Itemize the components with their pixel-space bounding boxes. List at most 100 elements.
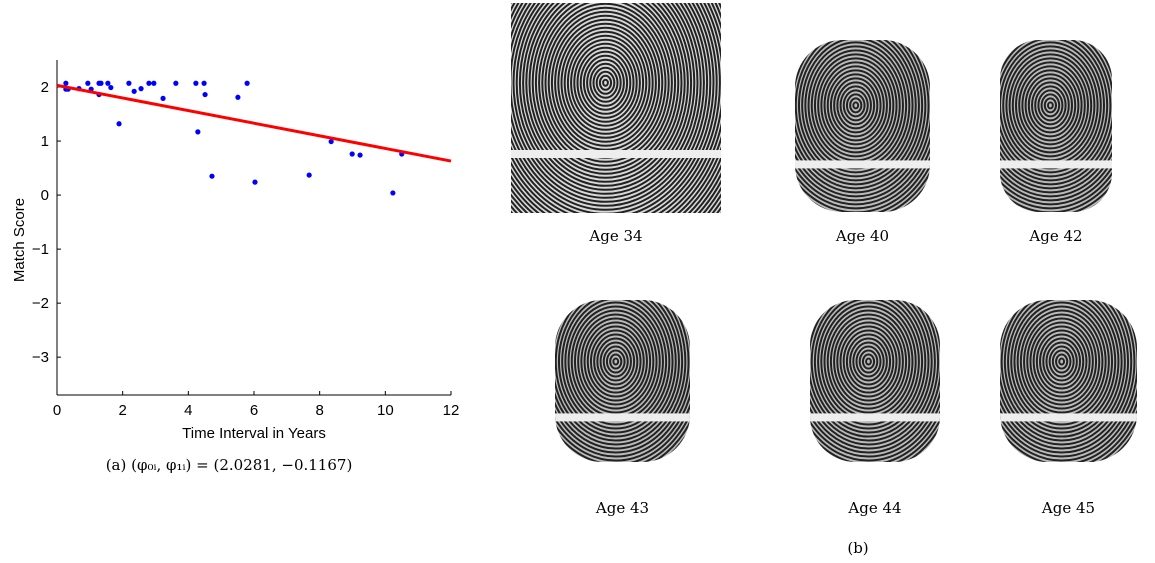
ridge	[820, 61, 892, 150]
ridge	[1011, 57, 1090, 154]
ridge	[531, 3, 680, 175]
ridge	[602, 345, 629, 378]
ridge	[817, 300, 920, 426]
point	[209, 173, 215, 179]
ridge	[1047, 101, 1054, 110]
ridge	[599, 341, 632, 382]
point	[390, 190, 396, 196]
ridge	[566, 34, 645, 131]
point	[328, 138, 334, 145]
crease	[795, 160, 930, 169]
ridge	[1000, 40, 1106, 174]
ridge	[577, 313, 655, 410]
ridge	[1058, 357, 1066, 366]
ridge	[845, 93, 866, 118]
ridge	[576, 46, 635, 119]
ridge	[522, 3, 689, 187]
ridge	[511, 3, 709, 211]
ridge	[1051, 349, 1072, 374]
ridge	[795, 40, 930, 206]
fingerprint	[810, 300, 940, 462]
crease	[511, 150, 721, 158]
ridge	[1000, 300, 1130, 446]
ridge	[586, 58, 625, 107]
ridge	[1035, 329, 1088, 394]
caption-b: (b)	[847, 539, 868, 557]
ridge	[555, 300, 684, 446]
x-tick-label: 6	[250, 402, 258, 419]
ridge	[1000, 300, 1126, 442]
point	[131, 88, 137, 94]
ridge	[512, 3, 699, 199]
ridge	[833, 317, 904, 406]
ridge	[810, 300, 940, 462]
ridge	[1039, 333, 1085, 390]
ridge	[842, 329, 895, 394]
ridge	[515, 3, 696, 195]
ridge	[1008, 53, 1093, 158]
ridge	[1000, 300, 1136, 454]
ridge	[810, 300, 936, 446]
point	[63, 80, 69, 86]
ridge	[795, 40, 927, 194]
ridge	[852, 101, 860, 110]
ridge	[1003, 300, 1120, 434]
ridge	[555, 300, 690, 462]
ridge	[810, 300, 927, 434]
y-tick-label: 1	[41, 133, 49, 150]
ridge	[518, 3, 693, 191]
x-axis-label: Time Interval in Years	[182, 425, 326, 442]
ridge	[801, 40, 911, 174]
ridge	[1000, 40, 1112, 198]
fingerprint	[1000, 40, 1112, 212]
y-tick-label: 2	[41, 79, 49, 96]
age-label: Age 34	[588, 227, 642, 245]
ridge	[605, 349, 626, 374]
ridge	[858, 349, 879, 374]
ridge	[826, 309, 911, 414]
point	[193, 80, 199, 86]
ridge	[826, 69, 885, 142]
point	[138, 86, 144, 92]
ridge	[1032, 325, 1091, 398]
ridge	[1024, 73, 1077, 138]
age-label: Age 43	[595, 499, 649, 517]
ridge	[1007, 300, 1117, 430]
ridge	[1000, 40, 1112, 190]
fingerprint	[555, 300, 690, 462]
ridge	[1000, 300, 1123, 438]
ridge	[1034, 85, 1067, 126]
ridge	[595, 70, 616, 95]
y-tick-label: −3	[32, 349, 49, 366]
ridge	[511, 3, 705, 207]
point	[98, 80, 104, 86]
ridge	[829, 313, 908, 410]
ridge	[1000, 300, 1133, 450]
ridge	[511, 3, 721, 213]
ridge	[561, 300, 671, 430]
ridge	[593, 333, 639, 390]
ridge	[1019, 309, 1104, 414]
point	[85, 80, 91, 86]
point	[244, 80, 250, 86]
ridge	[1000, 40, 1112, 186]
ridge	[1005, 49, 1096, 162]
ridge	[833, 77, 879, 134]
ridge	[557, 300, 674, 434]
ridge	[579, 50, 632, 115]
ridge	[609, 353, 623, 370]
crease	[1000, 160, 1112, 169]
ridge	[1021, 69, 1080, 142]
ridge	[1000, 300, 1137, 462]
ridge	[1000, 40, 1112, 194]
ridge	[1010, 300, 1114, 426]
ridge	[511, 3, 715, 213]
crease	[810, 413, 940, 422]
point	[146, 80, 152, 86]
ridge	[580, 317, 652, 406]
ridge	[836, 81, 876, 130]
ridge	[845, 333, 892, 390]
age-label: Age 42	[1028, 227, 1082, 245]
crease	[1000, 413, 1137, 422]
